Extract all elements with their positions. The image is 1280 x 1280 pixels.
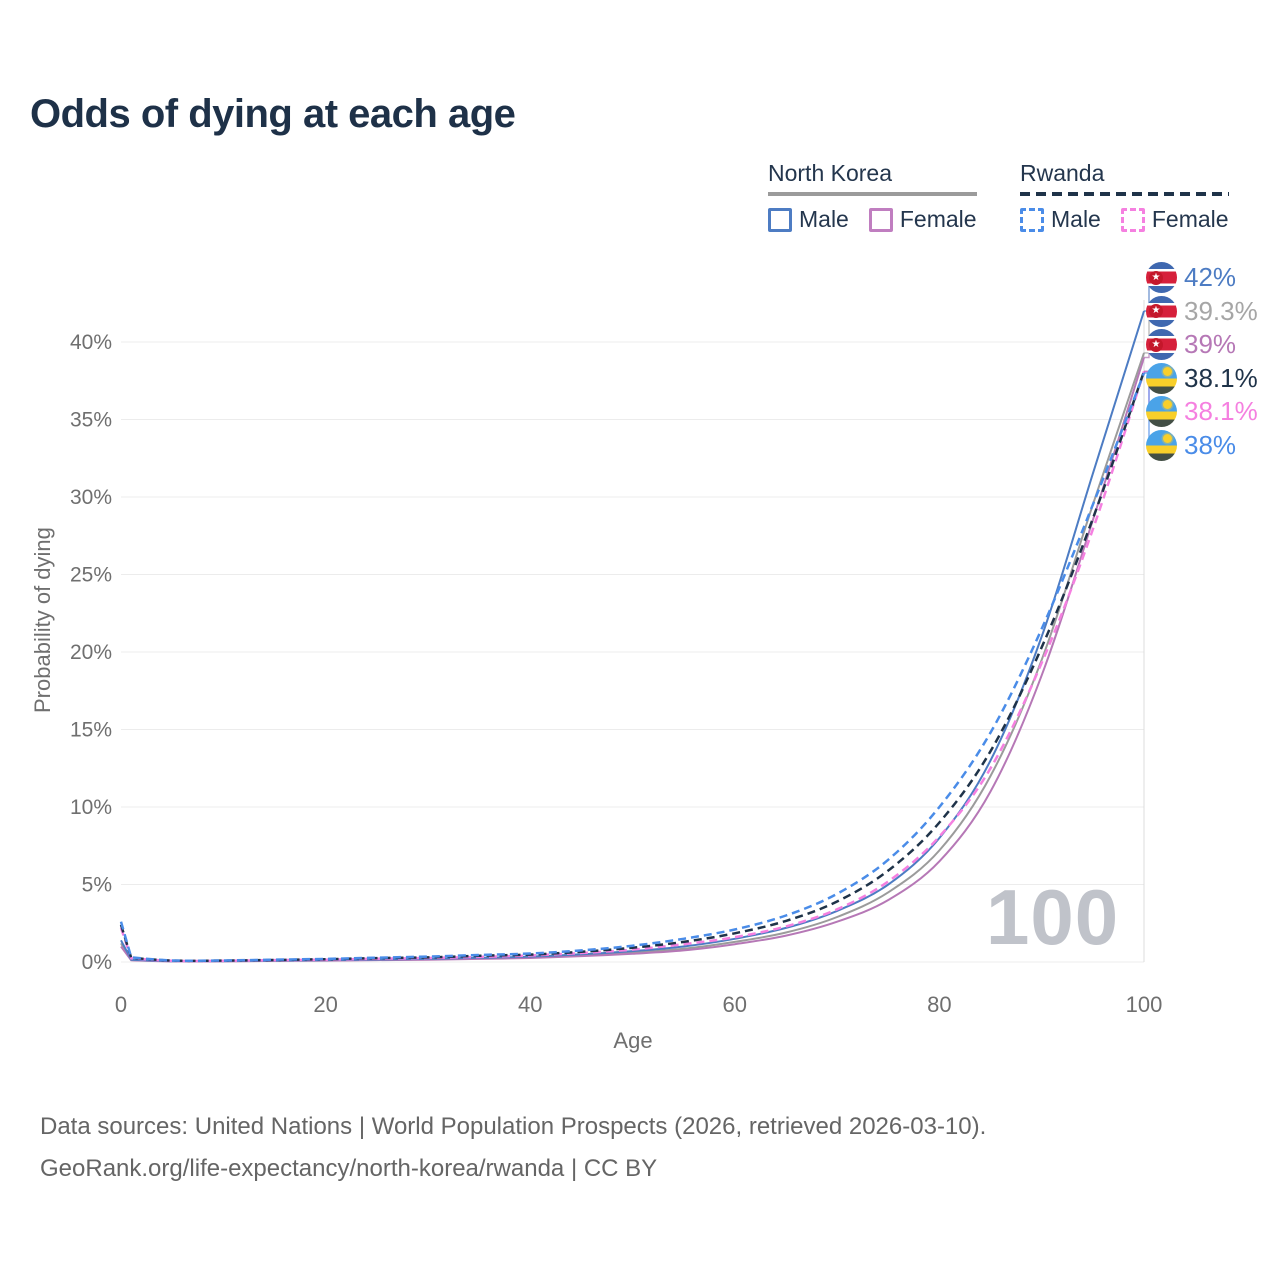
- endpoint-value: 38%: [1184, 429, 1237, 460]
- endpoint-row: 38.1%: [1146, 362, 1258, 394]
- female-dashed-swatch-icon: [1120, 207, 1145, 232]
- legend-underline-solid: [768, 192, 977, 196]
- flag-rwanda-icon: [1146, 429, 1177, 461]
- endpoint-row: ★ 39%: [1146, 329, 1258, 360]
- male-dashed-swatch-icon: [1020, 207, 1044, 232]
- flag-north-korea-icon: ★: [1146, 262, 1177, 293]
- male-solid-swatch-icon: [768, 207, 792, 232]
- female-solid-swatch-icon: [868, 207, 893, 232]
- legend-country-north-korea: North Korea: [768, 160, 893, 186]
- x-tick-label: 0: [115, 992, 127, 1017]
- endpoint-value: 42%: [1184, 262, 1237, 292]
- legend-underline-dashed: [1020, 192, 1229, 196]
- endpoint-value: 38.1%: [1184, 362, 1258, 393]
- flag-rwanda-icon: [1146, 396, 1177, 427]
- y-tick-label: 5%: [82, 874, 112, 897]
- endpoint-row: ★ 42%: [1146, 262, 1258, 293]
- legend-item-north-korea-male[interactable]: Male: [768, 206, 849, 233]
- source-line-2: GeoRank.org/life-expectancy/north-korea/…: [40, 1155, 658, 1182]
- flag-north-korea-icon: ★: [1146, 329, 1177, 360]
- flag-north-korea-icon: ★: [1146, 295, 1177, 327]
- y-tick-label: 10%: [70, 796, 112, 819]
- x-tick-label: 100: [1126, 992, 1163, 1017]
- legend-group-north-korea: North Korea Male Female: [768, 160, 977, 233]
- legend-label: Male: [799, 206, 849, 232]
- legend-group-rwanda: Rwanda Male Female: [1020, 160, 1229, 233]
- legend-item-rwanda-female[interactable]: Female: [1120, 206, 1229, 233]
- y-tick-label: 25%: [70, 564, 112, 587]
- endpoint-row: 38.1%: [1146, 396, 1258, 427]
- x-axis-title: Age: [613, 1028, 653, 1053]
- legend-item-rwanda-male[interactable]: Male: [1020, 206, 1101, 233]
- y-tick-label: 35%: [70, 409, 112, 432]
- endpoint-value: 38.1%: [1184, 396, 1258, 426]
- legend-item-north-korea-female[interactable]: Female: [868, 206, 977, 233]
- series-line-north-korea-male[interactable]: [120, 310, 1145, 963]
- x-tick-label: 60: [723, 992, 747, 1017]
- data-source-note: Data sources: United Nations | World Pop…: [40, 1106, 986, 1190]
- legend-label: Female: [1151, 206, 1229, 232]
- endpoint-labels: ★ 42% ★ 39.3% ★ 39% 38.1% 38.1% 38%: [1146, 262, 1258, 463]
- y-tick-label: 30%: [70, 486, 112, 509]
- y-tick-label: 20%: [70, 641, 112, 664]
- legend-label: Female: [899, 206, 977, 232]
- endpoint-row: 38%: [1146, 429, 1258, 461]
- page-title: Odds of dying at each age: [30, 92, 516, 136]
- series-line-north-korea-both-sexes[interactable]: [120, 352, 1145, 963]
- flag-rwanda-icon: [1146, 362, 1177, 394]
- y-tick-label: 15%: [70, 719, 112, 742]
- endpoint-row: ★ 39.3%: [1146, 295, 1258, 327]
- x-tick-label: 40: [518, 992, 542, 1017]
- y-tick-label: 0%: [82, 951, 112, 974]
- y-axis-title: Probability of dying: [30, 527, 55, 713]
- endpoint-value: 39.3%: [1184, 295, 1258, 326]
- source-line-1: Data sources: United Nations | World Pop…: [40, 1113, 987, 1140]
- x-tick-label: 80: [927, 992, 951, 1017]
- y-tick-label: 40%: [70, 331, 112, 354]
- x-tick-label: 20: [313, 992, 337, 1017]
- legend-label: Male: [1051, 206, 1101, 232]
- endpoint-value: 39%: [1184, 329, 1237, 359]
- series-line-north-korea-female[interactable]: [120, 357, 1145, 963]
- hover-age-watermark: 100: [986, 873, 1120, 961]
- legend-country-rwanda: Rwanda: [1020, 160, 1105, 186]
